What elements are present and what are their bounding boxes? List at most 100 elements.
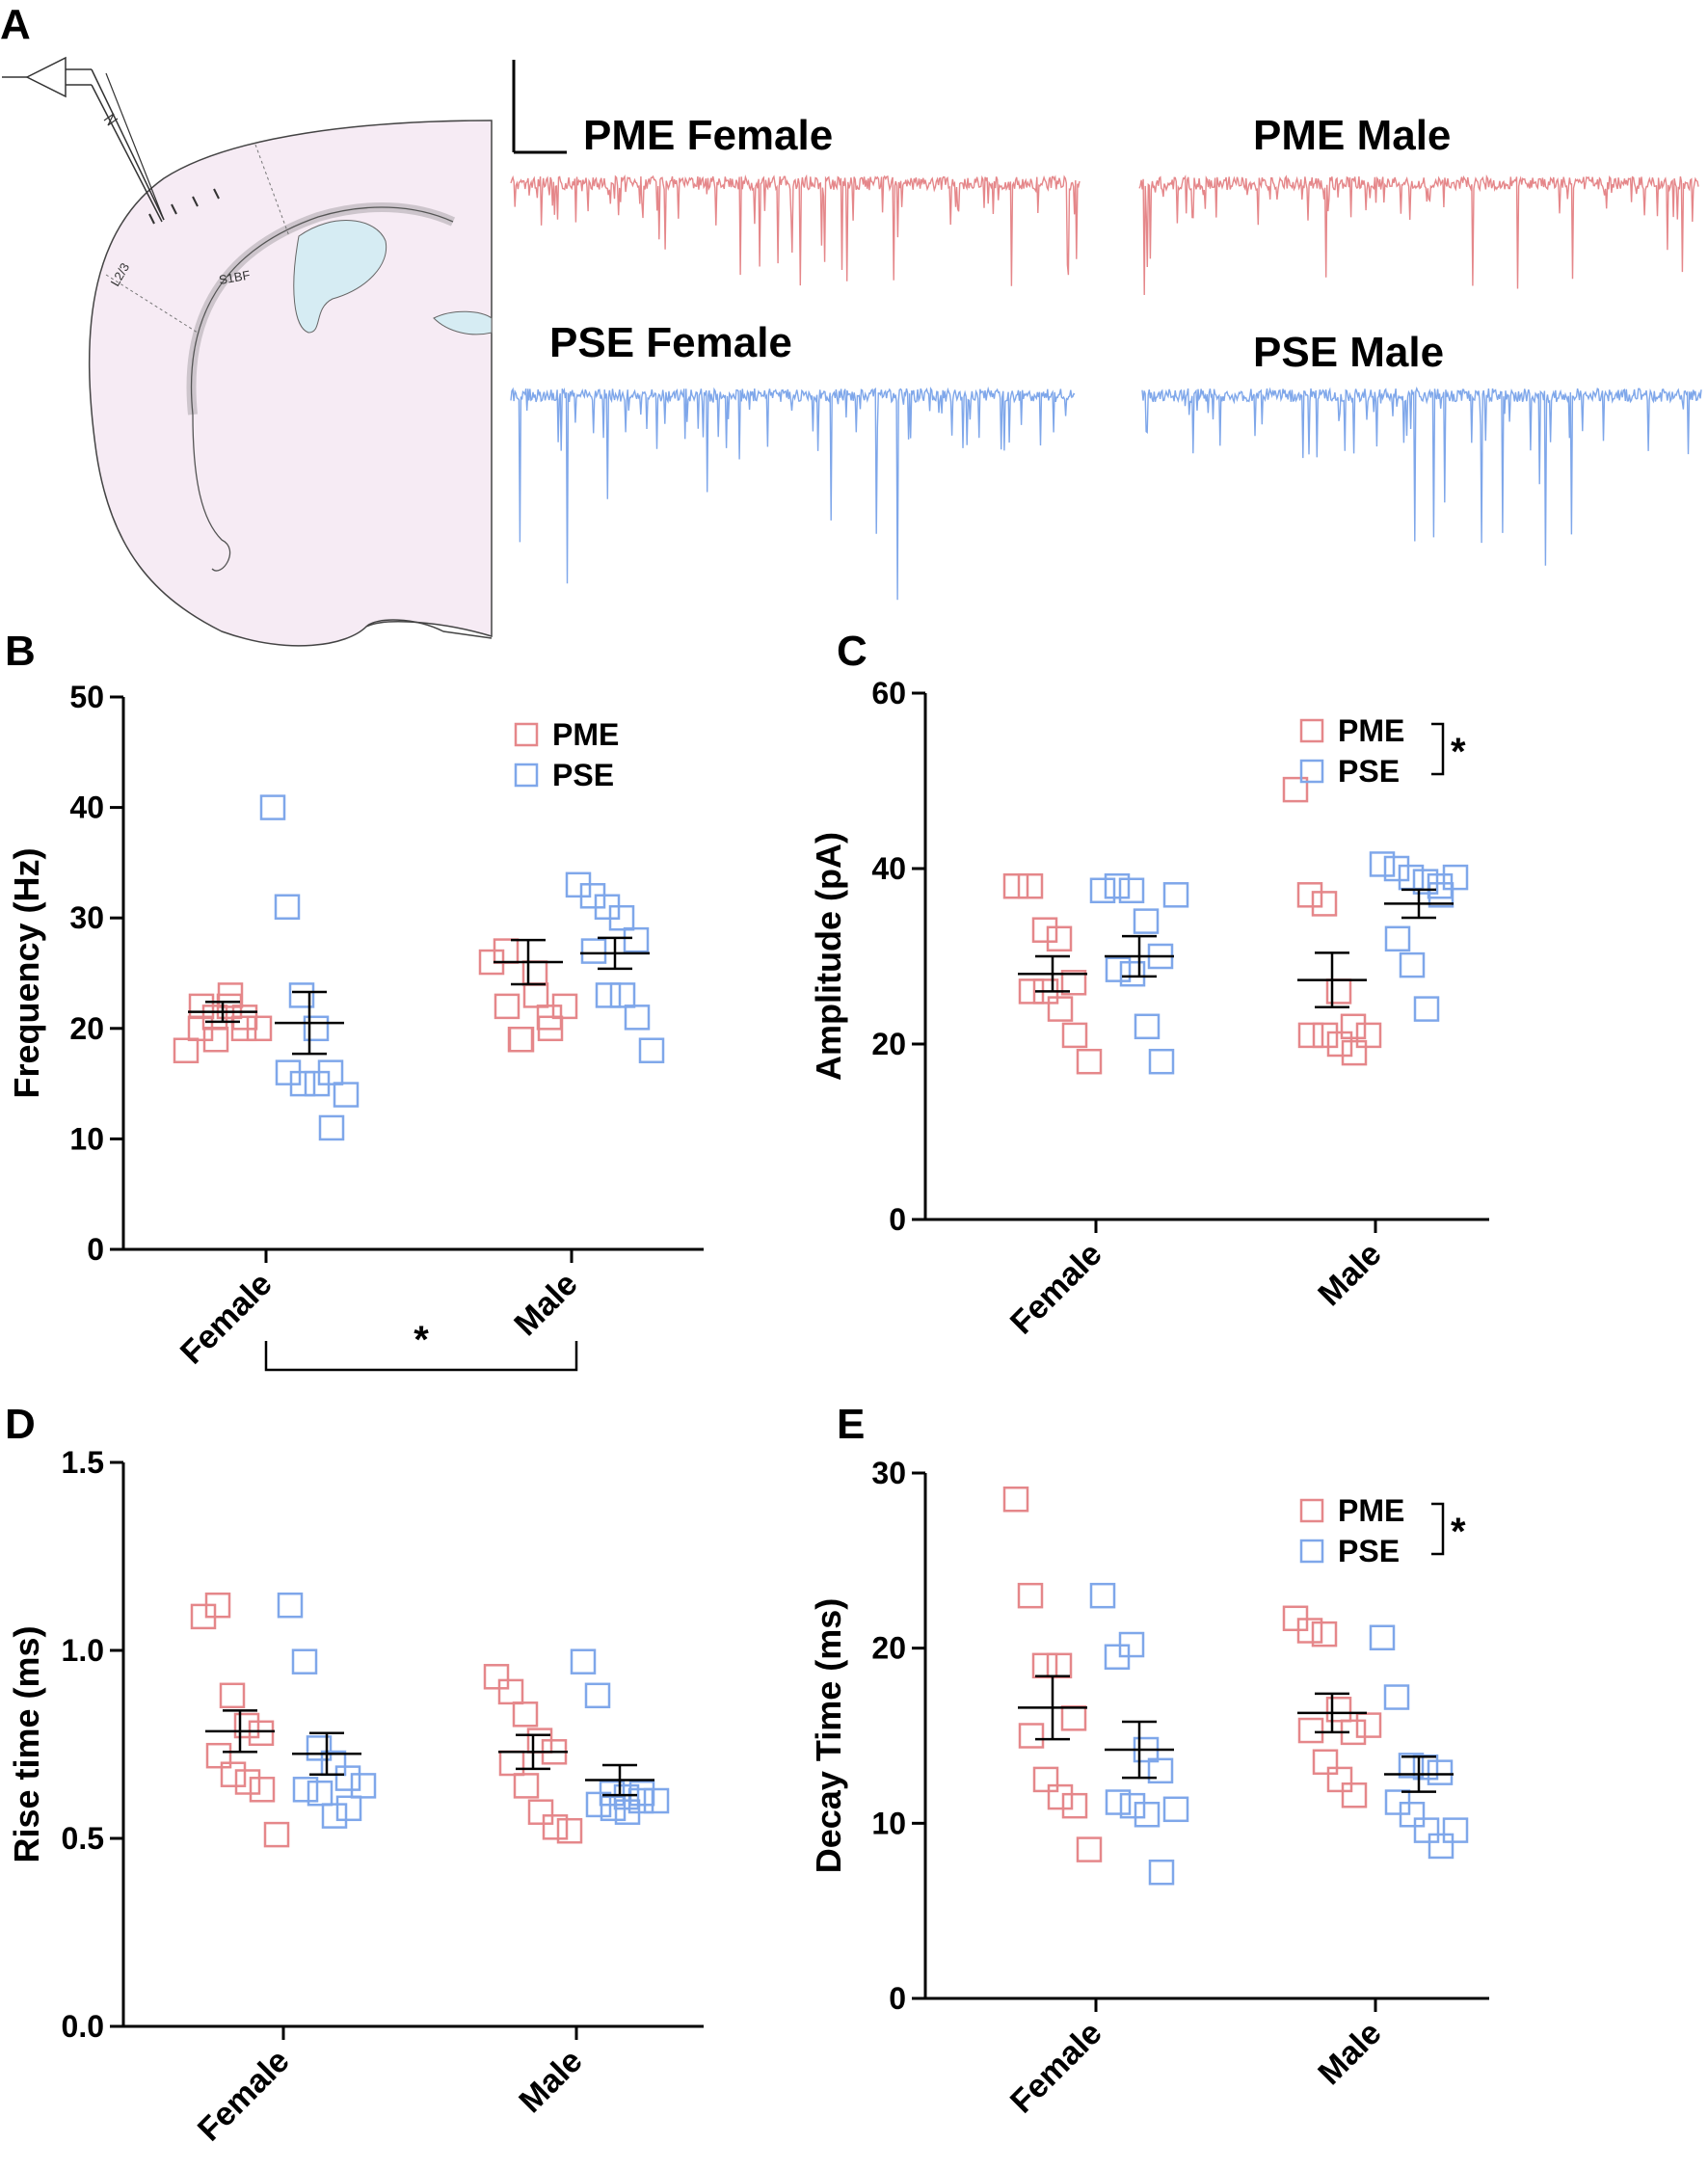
data-point	[1104, 872, 1131, 899]
data-point	[643, 1787, 670, 1814]
amplifier-icon	[25, 56, 67, 98]
data-point	[1399, 1802, 1426, 1828]
category-label: Female	[191, 2043, 297, 2149]
data-point	[1017, 872, 1044, 899]
data-point	[1442, 1817, 1469, 1843]
y-tick-label: 10	[69, 1121, 104, 1156]
panel-letter-a: A	[0, 1, 31, 48]
data-point	[638, 1037, 665, 1063]
y-tick-label: 0	[87, 1232, 104, 1267]
data-point	[219, 1682, 246, 1709]
data-point	[1060, 1705, 1087, 1731]
legend-bracket	[1431, 722, 1445, 776]
data-point	[1147, 1757, 1174, 1784]
scale-bar	[512, 60, 567, 154]
data-point	[1383, 855, 1410, 882]
data-point	[1369, 1624, 1396, 1651]
data-point	[1311, 891, 1338, 917]
y-tick-label: 30	[69, 900, 104, 935]
y-axis-title: Decay Time (ms)	[809, 1598, 848, 1873]
data-point	[1002, 1487, 1029, 1513]
legend-swatch	[1299, 1498, 1324, 1523]
data-point	[1118, 877, 1145, 903]
data-point	[498, 1750, 525, 1777]
significance-label: *	[414, 1319, 429, 1361]
data-point	[1326, 1766, 1353, 1793]
data-point	[570, 1648, 597, 1674]
data-point	[1162, 882, 1189, 908]
data-point	[1017, 1582, 1044, 1609]
data-point	[585, 1791, 612, 1818]
data-point	[1134, 1013, 1161, 1040]
data-point	[263, 1821, 290, 1848]
third-ventricle	[433, 310, 493, 335]
y-tick-label: 20	[871, 1631, 906, 1666]
trace-0	[510, 174, 1081, 286]
trace-label-2: PSE Female	[549, 319, 792, 366]
data-point	[508, 1027, 535, 1053]
data-point	[1325, 1697, 1352, 1723]
chart-e: 0 10 20 30 Decay Time (ms) Female Male PME PSE *	[809, 1456, 1489, 2121]
category-label: Male	[1311, 1236, 1388, 1313]
chart-d: 0.0 0.5 1.0 1.5 Rise time (ms) Female Male	[7, 1445, 704, 2149]
layer-tick	[148, 213, 155, 225]
data-point	[1296, 882, 1323, 908]
data-point	[1326, 1031, 1353, 1058]
data-point	[335, 1795, 362, 1822]
data-point	[306, 1735, 333, 1761]
y-tick-label: 40	[69, 790, 104, 825]
data-point	[173, 1037, 200, 1063]
region-border-1	[105, 274, 199, 334]
data-point	[609, 982, 636, 1008]
category-label: Female	[1003, 2015, 1109, 2121]
data-point	[1442, 864, 1469, 891]
layer-tick	[171, 203, 177, 215]
trace-2	[510, 386, 1076, 601]
data-point	[320, 1750, 347, 1777]
data-point	[220, 1761, 247, 1787]
y-tick-label: 0	[889, 1202, 906, 1237]
data-point	[522, 982, 549, 1008]
legend-label: PSE	[1338, 1534, 1400, 1568]
panel-letter-b: B	[5, 628, 36, 675]
data-point	[204, 1592, 231, 1619]
data-point	[521, 960, 548, 986]
category-label: Male	[507, 1266, 584, 1343]
data-point	[246, 1015, 273, 1042]
pipette-icon	[91, 84, 163, 223]
data-point	[1340, 1013, 1367, 1040]
data-point	[248, 1720, 275, 1747]
trace-group: PME Female PME Male PSE Female PSE Male	[510, 112, 1702, 601]
data-point	[321, 1803, 348, 1829]
category-label: Male	[512, 2043, 589, 2120]
region-border-2	[254, 144, 290, 237]
y-tick-label: 50	[69, 680, 104, 714]
legend-swatch	[514, 763, 539, 788]
data-point	[542, 1814, 569, 1840]
brain-lower-edge	[365, 619, 493, 639]
data-point	[623, 926, 650, 953]
data-point	[1413, 996, 1440, 1022]
y-axis-title: Amplitude (pA)	[809, 832, 848, 1081]
data-point	[1311, 1621, 1338, 1648]
data-point	[292, 1777, 319, 1803]
data-point	[1046, 925, 1073, 952]
data-point	[537, 1015, 564, 1042]
data-point	[1032, 1766, 1059, 1793]
data-point	[483, 1664, 510, 1690]
legend-label: PME	[1338, 1493, 1404, 1528]
data-point	[1355, 1712, 1382, 1738]
pipette-icon	[105, 72, 165, 221]
data-point	[1297, 1022, 1324, 1049]
data-point	[291, 1648, 318, 1674]
category-label: Female	[1003, 1236, 1109, 1342]
data-point	[304, 1070, 331, 1097]
data-point	[277, 1592, 304, 1619]
legend-swatch	[514, 722, 539, 747]
data-point	[1089, 1582, 1116, 1609]
data-point	[1031, 917, 1058, 943]
panel-letter-c: C	[837, 628, 867, 675]
data-point	[1312, 1022, 1339, 1049]
y-tick-label: 20	[69, 1011, 104, 1046]
